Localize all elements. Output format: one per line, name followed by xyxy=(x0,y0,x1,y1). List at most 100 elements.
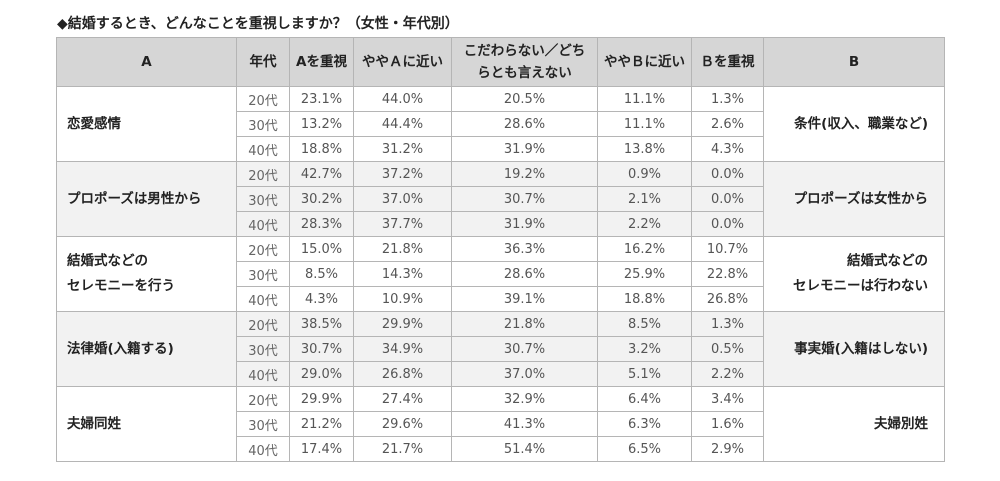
header-b-close: ややＢに近い xyxy=(597,37,692,87)
value-cell: 21.8% xyxy=(353,236,452,262)
age-cell: 30代 xyxy=(236,111,290,137)
age-cell: 30代 xyxy=(236,186,290,212)
value-cell: 51.4% xyxy=(451,436,598,462)
value-cell: 10.9% xyxy=(353,286,452,312)
row-label-b: 事実婚(入籍はしない) xyxy=(763,311,945,387)
value-cell: 37.0% xyxy=(353,186,452,212)
value-cell: 30.7% xyxy=(451,186,598,212)
value-cell: 8.5% xyxy=(289,261,354,287)
table-row: 30代 21.2% 29.6% 41.3% 6.3% 1.6% xyxy=(57,411,945,437)
value-cell: 8.5% xyxy=(597,311,692,337)
value-cell: 42.7% xyxy=(289,161,354,187)
header-b-focus: Ｂを重視 xyxy=(691,37,764,87)
age-cell: 30代 xyxy=(236,261,290,287)
row-label-a-line: 夫婦同姓 xyxy=(67,415,121,432)
value-cell: 10.7% xyxy=(691,236,764,262)
value-cell: 44.4% xyxy=(353,111,452,137)
value-cell: 31.2% xyxy=(353,136,452,162)
age-cell: 40代 xyxy=(236,361,290,387)
value-cell: 30.7% xyxy=(451,336,598,362)
value-cell: 6.3% xyxy=(597,411,692,437)
value-cell: 3.4% xyxy=(691,386,764,412)
table-row: 30代 30.7% 34.9% 30.7% 3.2% 0.5% xyxy=(57,336,945,362)
value-cell: 13.8% xyxy=(597,136,692,162)
value-cell: 11.1% xyxy=(597,86,692,112)
value-cell: 0.0% xyxy=(691,161,764,187)
value-cell: 5.1% xyxy=(597,361,692,387)
value-cell: 29.6% xyxy=(353,411,452,437)
age-cell: 40代 xyxy=(236,286,290,312)
age-cell: 20代 xyxy=(236,86,290,112)
value-cell: 37.7% xyxy=(353,211,452,237)
value-cell: 28.6% xyxy=(451,111,598,137)
value-cell: 21.7% xyxy=(353,436,452,462)
table-row: 30代 13.2% 44.4% 28.6% 11.1% 2.6% xyxy=(57,111,945,137)
value-cell: 21.2% xyxy=(289,411,354,437)
value-cell: 0.5% xyxy=(691,336,764,362)
table-row: 40代 17.4% 21.7% 51.4% 6.5% 2.9% xyxy=(57,436,945,462)
header-age: 年代 xyxy=(236,37,290,87)
value-cell: 41.3% xyxy=(451,411,598,437)
value-cell: 20.5% xyxy=(451,86,598,112)
row-label-a: 法律婚(入籍する) xyxy=(56,311,237,387)
value-cell: 2.1% xyxy=(597,186,692,212)
header-a: A xyxy=(56,37,237,87)
value-cell: 37.0% xyxy=(451,361,598,387)
value-cell: 36.3% xyxy=(451,236,598,262)
table-row: 40代 28.3% 37.7% 31.9% 2.2% 0.0% xyxy=(57,211,945,237)
value-cell: 30.2% xyxy=(289,186,354,212)
row-label-b-line: 夫婦別姓 xyxy=(874,415,928,432)
header-neutral-line1: こだわらない／どち xyxy=(463,43,586,59)
table-row: プロポーズは男性から 20代 42.7% 37.2% 19.2% 0.9% 0.0% プロポー… xyxy=(56,161,945,237)
age-cell: 40代 xyxy=(236,211,290,237)
value-cell: 1.3% xyxy=(691,86,764,112)
table-body: 恋愛感情 20代 23.1% 44.0% 20.5% 11.1% 1.3% 条件(収入、職業な… xyxy=(56,86,945,462)
value-cell: 18.8% xyxy=(597,286,692,312)
age-cell: 30代 xyxy=(236,411,290,437)
value-cell: 3.2% xyxy=(597,336,692,362)
row-label-a-line: 結婚式などの xyxy=(67,253,148,269)
value-cell: 28.6% xyxy=(451,261,598,287)
value-cell: 21.8% xyxy=(451,311,598,337)
value-cell: 2.6% xyxy=(691,111,764,137)
value-cell: 23.1% xyxy=(289,86,354,112)
row-label-b: プロポーズは女性から xyxy=(763,161,945,237)
age-cell: 40代 xyxy=(236,436,290,462)
value-cell: 29.0% xyxy=(289,361,354,387)
header-row: A 年代 Aを重視 ややＡに近い こだわらない／どち らとも言えない ややＢに近… xyxy=(56,37,945,87)
table-row: 40代 4.3% 10.9% 39.1% 18.8% 26.8% xyxy=(57,286,945,312)
value-cell: 31.9% xyxy=(451,136,598,162)
row-label-b: 夫婦別姓 xyxy=(763,386,945,462)
value-cell: 4.3% xyxy=(289,286,354,312)
table-row: 結婚式などの セレモニーを行う 20代 15.0% 21.8% 36.3% 16.2% 10.… xyxy=(56,236,945,312)
value-cell: 2.2% xyxy=(691,361,764,387)
table-row: 恋愛感情 20代 23.1% 44.0% 20.5% 11.1% 1.3% 条件(収入、職業な… xyxy=(56,86,945,162)
survey-table: A 年代 Aを重視 ややＡに近い こだわらない／どち らとも言えない ややＢに近… xyxy=(56,37,945,462)
value-cell: 34.9% xyxy=(353,336,452,362)
value-cell: 6.5% xyxy=(597,436,692,462)
value-cell: 22.8% xyxy=(691,261,764,287)
row-label-a-line: 法律婚(入籍する) xyxy=(67,340,174,357)
value-cell: 4.3% xyxy=(691,136,764,162)
value-cell: 30.7% xyxy=(289,336,354,362)
header-neutral: こだわらない／どち らとも言えない xyxy=(451,37,598,87)
value-cell: 28.3% xyxy=(289,211,354,237)
value-cell: 0.0% xyxy=(691,211,764,237)
value-cell: 26.8% xyxy=(353,361,452,387)
row-label-a: プロポーズは男性から xyxy=(56,161,237,237)
value-cell: 32.9% xyxy=(451,386,598,412)
age-cell: 20代 xyxy=(236,386,290,412)
value-cell: 19.2% xyxy=(451,161,598,187)
row-label-b-line: プロポーズは女性から xyxy=(793,190,928,207)
value-cell: 1.3% xyxy=(691,311,764,337)
value-cell: 0.9% xyxy=(597,161,692,187)
page-title: ◆結婚するとき、どんなことを重視しますか？（女性・年代別） xyxy=(57,16,459,32)
row-label-a: 夫婦同姓 xyxy=(56,386,237,462)
value-cell: 14.3% xyxy=(353,261,452,287)
table-row: 夫婦同姓 20代 29.9% 27.4% 32.9% 6.4% 3.4% 夫婦別姓 xyxy=(56,386,945,462)
value-cell: 29.9% xyxy=(353,311,452,337)
value-cell: 2.2% xyxy=(597,211,692,237)
value-cell: 17.4% xyxy=(289,436,354,462)
table-row: 30代 30.2% 37.0% 30.7% 2.1% 0.0% xyxy=(57,186,945,212)
value-cell: 38.5% xyxy=(289,311,354,337)
